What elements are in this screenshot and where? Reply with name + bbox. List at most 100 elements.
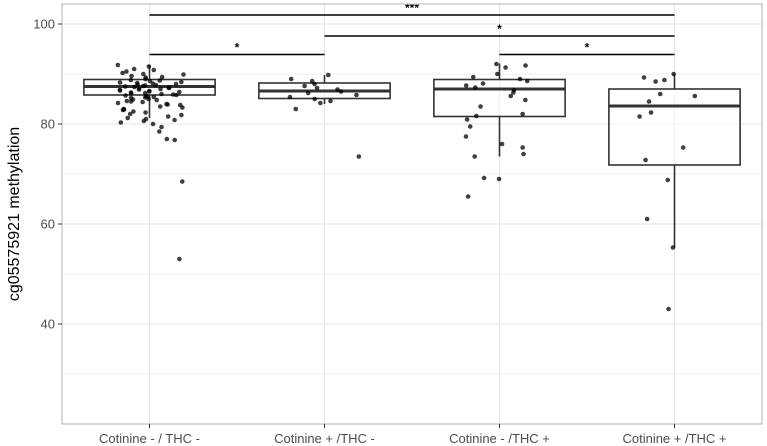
data-point [641,75,647,80]
panel-border [61,3,763,425]
data-point [665,177,671,183]
box-iqr [433,78,566,118]
data-point [143,75,148,80]
data-point [157,104,163,109]
data-point [356,154,362,159]
significance-label: *** [405,1,419,15]
data-point [287,94,293,100]
x-axis-ticks: Cotinine - / THC - Cotinine + /THC - Cotin… [99,424,727,446]
data-point [159,74,165,80]
data-point [115,100,121,106]
data-point [124,69,129,74]
data-point [127,111,133,117]
data-point [305,90,311,96]
data-point [508,93,514,99]
data-point [150,121,156,127]
significance-label: * [497,22,502,36]
data-point [312,96,317,102]
data-point [142,95,148,100]
data-point [166,85,171,90]
data-point [495,71,500,77]
data-point [146,89,152,94]
data-point [496,176,502,182]
data-point [141,71,146,77]
data-point [177,256,182,262]
data-point [157,78,163,83]
data-point [128,91,134,96]
data-point [521,151,526,157]
data-point [172,137,178,143]
data-point [179,112,184,118]
data-point [131,66,137,72]
data-point [172,117,177,123]
data-point [118,120,124,125]
data-point [143,110,148,115]
data-point [648,110,654,115]
data-point [503,65,508,70]
data-point [666,306,671,312]
y-tick-label: 80 [41,117,55,132]
data-point [517,76,523,82]
data-point [494,61,499,67]
data-point [136,87,142,92]
data-point [179,179,185,184]
data-point [121,106,127,112]
data-point [293,106,299,112]
data-point [354,92,359,98]
data-point [326,72,331,78]
data-point [644,216,650,222]
data-point [164,136,170,142]
data-point [180,105,185,110]
data-point [125,115,131,121]
data-point [150,81,156,86]
significance-brackets: ***** * [149,1,675,56]
y-tick-label: 60 [41,217,55,232]
data-point [657,91,663,97]
y-tick-label: 40 [41,317,55,332]
data-point [142,83,148,88]
data-point [524,78,530,84]
data-point [123,93,128,98]
data-point [318,100,323,106]
data-point [463,83,469,88]
data-point [302,83,307,89]
data-point [115,62,121,68]
data-point [470,74,476,80]
data-point [523,97,528,103]
data-point [463,134,469,139]
data-point [474,113,479,119]
y-tick-label: 100 [33,17,55,32]
box-layer [83,63,741,248]
data-point [159,124,164,130]
data-point [128,77,134,83]
data-point [328,98,333,104]
data-point [129,73,134,79]
data-point [177,89,182,95]
data-point [181,72,186,77]
data-point [670,245,676,250]
data-point [646,99,652,104]
significance-label: * [585,41,590,55]
data-point [128,99,134,104]
data-point [643,157,648,163]
data-point [165,114,171,119]
data-point [164,101,169,107]
data-point [335,87,340,92]
data-point [159,91,164,97]
data-point [146,64,152,69]
data-point [499,141,505,147]
significance-label: * [235,41,240,55]
data-point [671,71,676,77]
data-point [465,194,471,199]
box-iqr [608,88,741,166]
grid-lines [62,4,762,424]
data-point [288,76,294,82]
data-point [154,97,160,103]
x-tick-label: Cotinine - /THC + [449,431,550,446]
data-point [134,80,140,86]
data-point [464,117,470,122]
y-axis-title: cg05575921 methylation [6,127,23,301]
data-point [151,67,157,73]
data-point [523,63,528,68]
